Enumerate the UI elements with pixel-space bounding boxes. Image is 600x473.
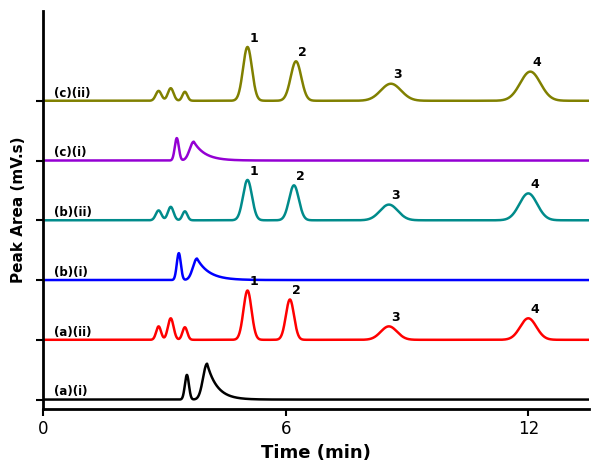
Text: 4: 4 bbox=[532, 56, 541, 69]
Text: (a)(i): (a)(i) bbox=[53, 385, 87, 398]
Text: 1: 1 bbox=[250, 165, 258, 177]
Text: 4: 4 bbox=[530, 303, 539, 316]
X-axis label: Time (min): Time (min) bbox=[261, 444, 371, 462]
Text: (b)(i): (b)(i) bbox=[53, 266, 88, 279]
Text: 3: 3 bbox=[391, 311, 400, 324]
Text: 3: 3 bbox=[393, 68, 401, 81]
Text: 1: 1 bbox=[250, 275, 258, 288]
Text: (c)(ii): (c)(ii) bbox=[53, 87, 90, 99]
Text: 3: 3 bbox=[391, 189, 400, 202]
Text: 2: 2 bbox=[298, 46, 307, 59]
Text: (a)(ii): (a)(ii) bbox=[53, 325, 91, 339]
Text: 2: 2 bbox=[292, 284, 301, 297]
Text: 2: 2 bbox=[296, 170, 305, 183]
Y-axis label: Peak Area (mV.s): Peak Area (mV.s) bbox=[11, 137, 26, 283]
Text: 1: 1 bbox=[250, 32, 258, 44]
Text: 4: 4 bbox=[530, 178, 539, 191]
Text: (c)(i): (c)(i) bbox=[53, 146, 86, 159]
Text: (b)(ii): (b)(ii) bbox=[53, 206, 91, 219]
